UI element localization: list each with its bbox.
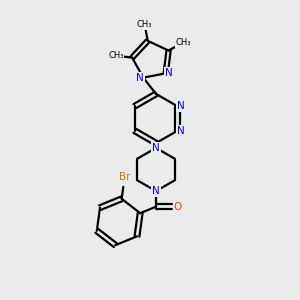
Text: CH₃: CH₃: [175, 38, 191, 47]
Text: N: N: [177, 101, 185, 111]
Text: N: N: [136, 73, 144, 83]
Text: O: O: [173, 202, 182, 212]
Text: Br: Br: [119, 172, 130, 182]
Text: CH₃: CH₃: [108, 51, 124, 60]
Text: N: N: [152, 186, 160, 196]
Text: N: N: [165, 68, 172, 78]
Text: CH₃: CH₃: [137, 20, 152, 29]
Text: N: N: [177, 126, 185, 136]
Text: N: N: [152, 143, 160, 153]
